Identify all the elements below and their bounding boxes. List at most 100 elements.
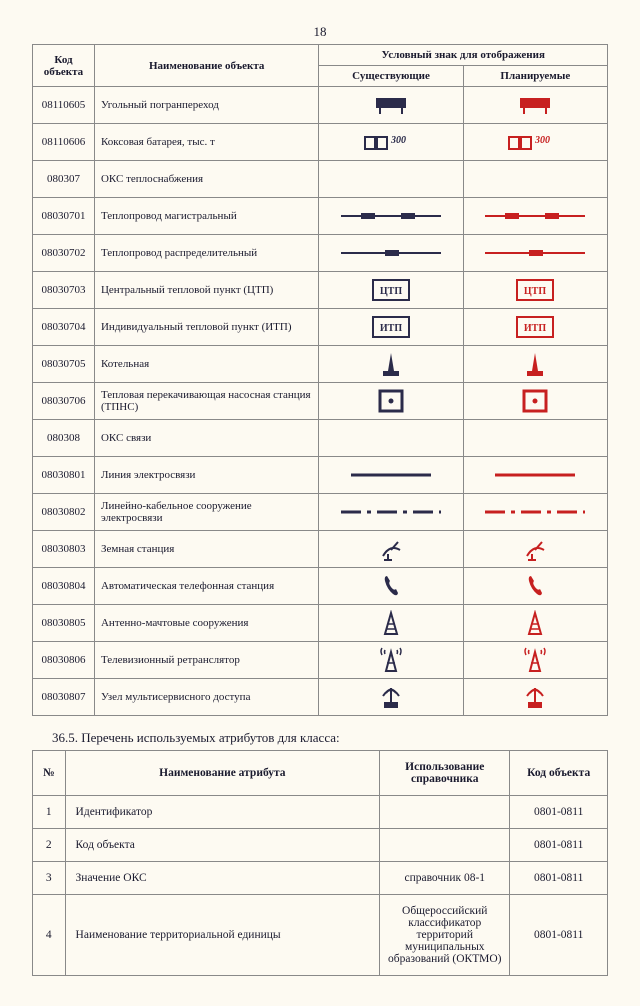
table-row: 4Наименование территориальной единицыОбщ… [33,895,608,976]
cell-symbol-existing: ИТП [319,309,463,346]
table-row: 2Код объекта 0801-0811 [33,829,608,862]
cell-code: 08030703 [33,272,95,309]
th2-code: Код объекта [510,751,608,796]
cell-code: 080307 [33,161,95,198]
cell-name: ОКС теплоснабжения [94,161,318,198]
cell-symbol-planned: ИТП [463,309,607,346]
cell-ref [380,829,510,862]
cell-code: 0801-0811 [510,862,608,895]
cell-code: 08030701 [33,198,95,235]
cell-symbol-existing [319,198,463,235]
cell-name: Линия электросвязи [94,457,318,494]
th-name: Наименование объекта [94,45,318,87]
table-row: 08030704Индивидуальный тепловой пункт (И… [33,309,608,346]
cell-attr-name: Наименование территориальной единицы [65,895,380,976]
cell-name: Земная станция [94,531,318,568]
cell-symbol-existing [319,161,463,198]
cell-name: Теплопровод магистральный [94,198,318,235]
cell-symbol-existing: ЦТП [319,272,463,309]
cell-symbol-existing [319,420,463,457]
table-attributes: № Наименование атрибута Использование сп… [32,750,608,976]
svg-text:300: 300 [390,135,406,146]
cell-name: Котельная [94,346,318,383]
cell-ref [380,796,510,829]
table-row: 080307ОКС теплоснабжения [33,161,608,198]
table-row: 08030805Антенно-мачтовые сооружения [33,605,608,642]
th2-name: Наименование атрибута [65,751,380,796]
cell-name: ОКС связи [94,420,318,457]
cell-symbol-existing [319,642,463,679]
cell-symbol-planned: ЦТП [463,272,607,309]
table-row: 080308ОКС связи [33,420,608,457]
table-row: 08030802Линейно-кабельное сооружение эле… [33,494,608,531]
cell-num: 4 [33,895,66,976]
cell-attr-name: Идентификатор [65,796,380,829]
cell-symbol-planned [463,457,607,494]
table-row: 08030702Теплопровод распределительный [33,235,608,272]
cell-name: Индивидуальный тепловой пункт (ИТП) [94,309,318,346]
cell-symbol-planned [463,531,607,568]
cell-name: Угольный погранпереход [94,87,318,124]
cell-code: 08030803 [33,531,95,568]
cell-symbol-planned [463,568,607,605]
table-row: 08030801Линия электросвязи [33,457,608,494]
cell-symbol-planned [463,383,607,420]
table-row: 08030705Котельная [33,346,608,383]
cell-name: Центральный тепловой пункт (ЦТП) [94,272,318,309]
table-row: 08030804Автоматическая телефонная станци… [33,568,608,605]
table-row: 08030807Узел мультисервисного доступа [33,679,608,716]
cell-symbol-planned: 300 [463,124,607,161]
table-row: 08030803Земная станция [33,531,608,568]
cell-name: Тепловая перекачивающая насосная станция… [94,383,318,420]
cell-name: Автоматическая телефонная станция [94,568,318,605]
th-planned: Планируемые [463,66,607,87]
table-row: 08030706Тепловая перекачивающая насосная… [33,383,608,420]
cell-symbol-existing [319,383,463,420]
svg-text:ЦТП: ЦТП [380,286,402,297]
cell-ref: Общероссийский классификатор территорий … [380,895,510,976]
table-row: 08030703Центральный тепловой пункт (ЦТП)… [33,272,608,309]
cell-symbol-existing [319,346,463,383]
cell-code: 08030806 [33,642,95,679]
cell-code: 0801-0811 [510,895,608,976]
cell-symbol-existing [319,235,463,272]
cell-symbol-planned [463,235,607,272]
th2-ref: Использование справочника [380,751,510,796]
table-objects: Код объекта Наименование объекта Условны… [32,44,608,716]
cell-symbol-planned [463,420,607,457]
cell-ref: справочник 08-1 [380,862,510,895]
cell-symbol-existing [319,457,463,494]
cell-attr-name: Код объекта [65,829,380,862]
cell-symbol-planned [463,161,607,198]
page-number: 18 [32,24,608,40]
table-row: 3Значение ОКСсправочник 08-10801-0811 [33,862,608,895]
cell-symbol-planned [463,642,607,679]
cell-code: 08030704 [33,309,95,346]
cell-num: 1 [33,796,66,829]
cell-symbol-planned [463,198,607,235]
th-symbol-group: Условный знак для отображения [319,45,608,66]
table-row: 08030701Теплопровод магистральный [33,198,608,235]
cell-code: 08030805 [33,605,95,642]
cell-symbol-existing [319,605,463,642]
cell-name: Теплопровод распределительный [94,235,318,272]
cell-symbol-existing [319,679,463,716]
cell-symbol-planned [463,605,607,642]
svg-text:300: 300 [534,135,550,146]
cell-symbol-planned [463,346,607,383]
cell-code: 0801-0811 [510,829,608,862]
cell-code: 08030706 [33,383,95,420]
cell-code: 08030702 [33,235,95,272]
cell-code: 08030804 [33,568,95,605]
cell-name: Линейно-кабельное сооружение электросвяз… [94,494,318,531]
table-row: 1Идентификатор0801-0811 [33,796,608,829]
th-code: Код объекта [33,45,95,87]
cell-name: Узел мультисервисного доступа [94,679,318,716]
th2-num: № [33,751,66,796]
cell-symbol-existing [319,531,463,568]
cell-symbol-existing [319,568,463,605]
cell-name: Телевизионный ретранслятор [94,642,318,679]
cell-num: 2 [33,829,66,862]
cell-num: 3 [33,862,66,895]
table-row: 08030806Телевизионный ретранслятор [33,642,608,679]
